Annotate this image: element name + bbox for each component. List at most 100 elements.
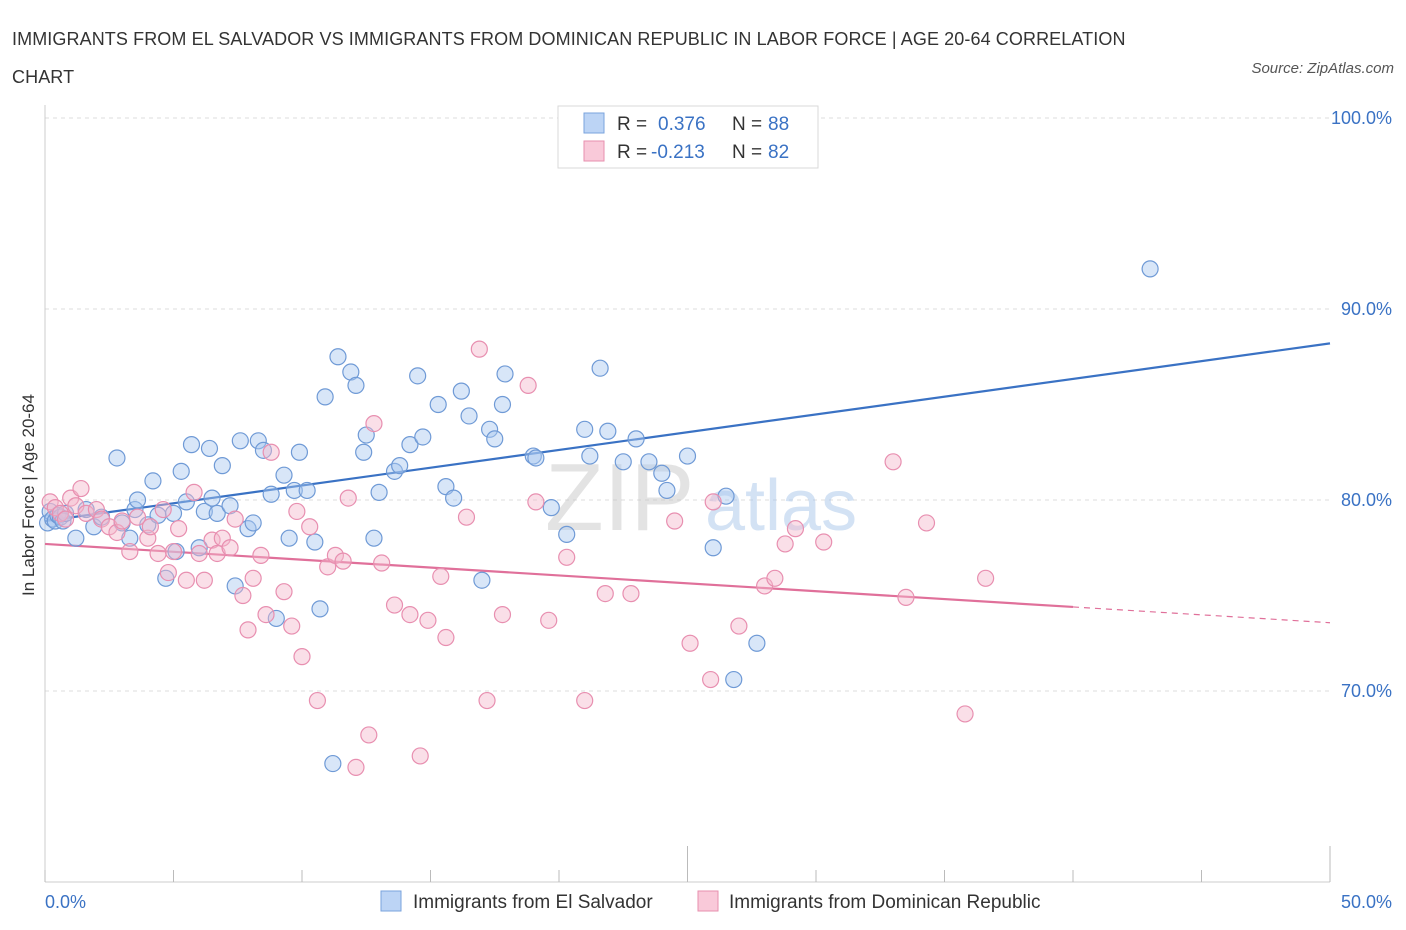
point-dominican-republic — [558, 548, 576, 566]
point-dominican-republic — [239, 621, 257, 639]
point-el-salvador — [275, 466, 293, 484]
point-dominican-republic — [121, 542, 139, 561]
legend-n-label-1: N = — [732, 114, 762, 135]
point-dominican-republic — [185, 483, 203, 501]
point-el-salvador — [678, 447, 697, 465]
point-dominican-republic — [766, 569, 784, 587]
point-el-salvador — [267, 609, 285, 628]
point-dominican-republic — [190, 544, 208, 563]
point-el-salvador — [370, 483, 388, 501]
point-el-salvador — [67, 529, 85, 547]
point-dominican-republic — [776, 535, 794, 553]
point-el-salvador — [262, 485, 280, 503]
point-dominican-republic — [576, 691, 594, 710]
point-el-salvador — [172, 462, 190, 480]
point-el-salvador — [164, 504, 183, 522]
point-dominican-republic — [437, 628, 455, 647]
point-dominican-republic — [702, 670, 720, 689]
point-dominican-republic — [360, 726, 378, 744]
point-el-salvador — [329, 348, 347, 366]
point-dominican-republic — [154, 500, 172, 519]
point-dominican-republic — [917, 514, 936, 532]
point-dominican-republic — [308, 691, 327, 710]
legend-swatch-pink — [583, 140, 605, 162]
point-el-salvador — [144, 472, 162, 490]
point-dominican-republic — [457, 508, 476, 526]
point-dominican-republic — [234, 586, 252, 605]
point-dominican-republic — [221, 539, 239, 557]
bottom-legend-swatch-pink — [697, 890, 719, 912]
point-dominican-republic — [56, 510, 75, 528]
point-dominican-republic — [275, 583, 293, 601]
point-dominican-republic — [786, 520, 805, 538]
legend-r-label-2: R = — [617, 142, 647, 163]
point-dominican-republic — [884, 453, 902, 471]
point-dominican-republic — [527, 493, 545, 511]
trend-line-el-salvador — [44, 342, 1331, 523]
point-el-salvador — [591, 359, 609, 377]
point-dominican-republic — [419, 611, 437, 629]
legend-n-value-1: 88 — [768, 114, 789, 135]
point-dominican-republic — [365, 415, 383, 433]
point-dominican-republic — [77, 504, 95, 522]
point-dominican-republic — [257, 605, 275, 624]
point-el-salvador — [581, 447, 599, 465]
point-el-salvador — [640, 453, 658, 471]
point-dominican-republic — [493, 605, 512, 624]
point-dominican-republic — [432, 567, 450, 586]
point-el-salvador — [200, 439, 219, 458]
bottom-legend-label-1: Immigrants from El Salvador — [413, 892, 653, 913]
point-dominican-republic — [411, 747, 429, 765]
point-dominican-republic — [681, 634, 699, 652]
point-dominican-republic — [478, 691, 496, 710]
point-el-salvador — [290, 443, 309, 461]
point-dominican-republic — [385, 596, 404, 614]
point-dominican-republic — [195, 571, 213, 589]
point-el-salvador — [658, 481, 676, 500]
legend-swatch-blue — [583, 112, 605, 134]
legend-n-label-2: N = — [732, 142, 762, 163]
point-el-salvador — [316, 388, 334, 406]
point-el-salvador — [748, 634, 766, 652]
point-el-salvador — [244, 514, 262, 532]
point-el-salvador — [231, 432, 249, 450]
point-el-salvador — [460, 407, 478, 425]
point-dominican-republic — [730, 617, 748, 635]
tick-labels: 70.0% 80.0% 90.0% 100.0% 0.0% 50.0% — [45, 108, 1392, 912]
data-points — [38, 260, 1159, 777]
source-label: Source: ZipAtlas.com — [1251, 60, 1394, 77]
point-dominican-republic — [596, 584, 614, 603]
point-dominican-republic — [301, 518, 319, 536]
bottom-legend-label-2: Immigrants from Dominican Republic — [729, 892, 1041, 913]
point-el-salvador — [576, 420, 594, 438]
point-dominican-republic — [226, 510, 244, 528]
point-el-salvador — [473, 571, 491, 589]
point-dominican-republic — [622, 584, 640, 603]
point-dominican-republic — [519, 376, 537, 394]
point-dominican-republic — [87, 500, 106, 519]
point-dominican-republic — [666, 512, 684, 530]
point-el-salvador — [542, 499, 560, 517]
point-el-salvador — [452, 382, 470, 400]
legend-r-label-1: R = — [617, 114, 647, 135]
bottom-legend: Immigrants from El Salvador Immigrants f… — [380, 890, 1041, 913]
point-el-salvador — [280, 529, 298, 547]
trend-extension-dominican-republic — [1072, 606, 1331, 624]
point-el-salvador — [128, 491, 147, 509]
point-dominican-republic — [252, 546, 270, 564]
point-el-salvador — [108, 449, 126, 467]
point-el-salvador — [527, 449, 545, 467]
bottom-legend-swatch-blue — [380, 890, 402, 912]
axes — [44, 105, 1331, 883]
y-tick-label: 70.0% — [1341, 681, 1392, 701]
point-el-salvador — [213, 457, 231, 475]
trend-line-dominican-republic — [44, 542, 1074, 609]
point-dominican-republic — [815, 533, 833, 551]
point-dominican-republic — [373, 554, 391, 572]
point-dominican-republic — [977, 569, 995, 587]
y-tick-label: 100.0% — [1331, 108, 1392, 128]
point-el-salvador — [285, 481, 303, 500]
point-el-salvador — [599, 422, 617, 440]
y-tick-label: 80.0% — [1341, 490, 1392, 510]
